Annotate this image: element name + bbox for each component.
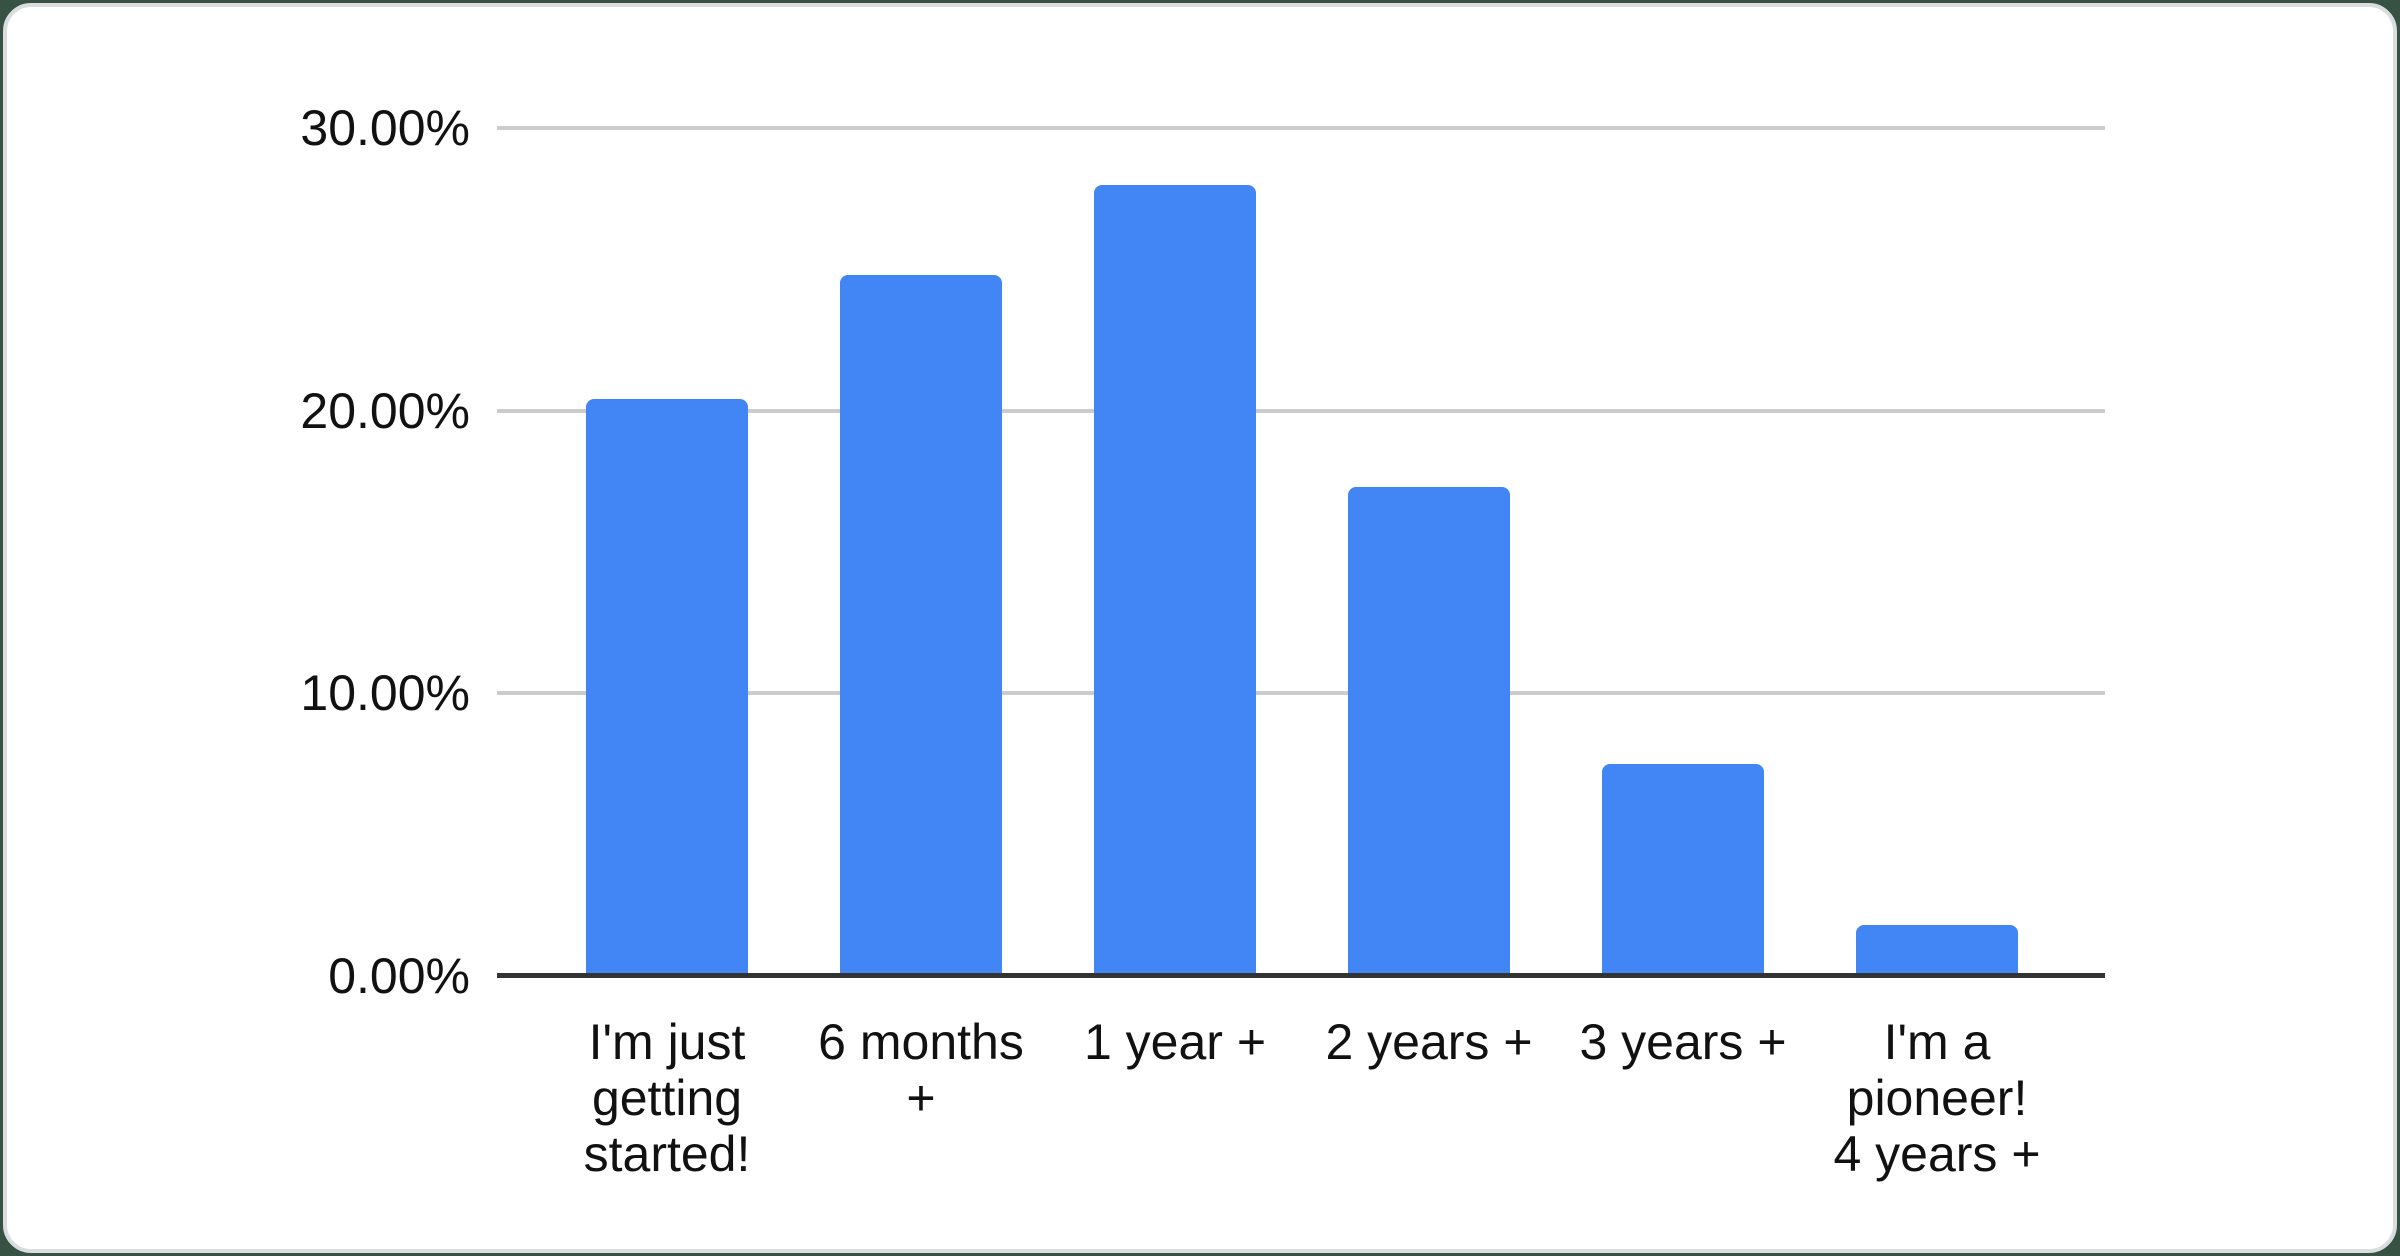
bar [1855, 925, 2019, 976]
y-axis-tick-label: 10.00% [300, 665, 470, 722]
x-axis-category-label-line: 1 year + [1083, 1014, 1267, 1070]
x-axis-category-label: I'm just getting started! [540, 1014, 794, 1182]
bar [1347, 487, 1511, 976]
gridline [497, 408, 2105, 413]
y-axis-tick-label: 30.00% [300, 100, 470, 156]
x-axis-category-label-line: 3 years + [1579, 1014, 1787, 1070]
bar [839, 275, 1003, 976]
bar [585, 399, 749, 976]
y-axis-tick-label: 0.00% [328, 948, 470, 1004]
x-axis-category-label-line: getting [591, 1070, 743, 1126]
y-axis-labels: 0.00% 10.00% 20.00% 30.00% [7, 100, 470, 1004]
x-axis-category-label: 2 years + [1302, 1014, 1556, 1182]
x-axis-category-label-line: 2 years + [1325, 1014, 1533, 1070]
x-axis-category-label: I'm a pioneer! 4 years + [1810, 1014, 2064, 1182]
gridline [497, 126, 2105, 130]
x-axis-category-label: 1 year + [1048, 1014, 1302, 1182]
bar [1601, 764, 1765, 976]
x-axis-line [497, 973, 2105, 978]
bar-slot [1048, 128, 1302, 976]
bar-slot [1302, 128, 1556, 976]
bar-slot [794, 128, 1048, 976]
x-axis-category-label: 6 months + [794, 1014, 1048, 1182]
y-axis-tick-label: 20.00% [300, 382, 470, 439]
x-axis-category-label-line: 4 years + [1833, 1126, 2041, 1182]
gridline [497, 691, 2105, 696]
bar-slot [540, 128, 794, 976]
x-axis-category-label-line: 6 months [818, 1014, 1024, 1070]
x-axis-category-label-line: pioneer! [1846, 1070, 2028, 1126]
chart-card: 0.00% 10.00% 20.00% 30.00% I'm just getting s… [3, 3, 2397, 1253]
x-axis-category-label-line: + [906, 1070, 936, 1126]
x-axis-labels: I'm just getting started! 6 months +1 year +… [540, 1014, 2064, 1182]
bar-slot [1810, 128, 2064, 976]
x-axis-category-label-line: I'm a [1883, 1014, 1991, 1070]
plot-area [497, 126, 2105, 978]
x-axis-category-label-line: started! [583, 1126, 751, 1182]
bar-slot [1556, 128, 1810, 976]
bar [1093, 184, 1257, 976]
x-axis-category-label: 3 years + [1556, 1014, 1810, 1182]
x-axis-category-label-line: I'm just [588, 1014, 746, 1070]
bars-container [540, 128, 2064, 976]
